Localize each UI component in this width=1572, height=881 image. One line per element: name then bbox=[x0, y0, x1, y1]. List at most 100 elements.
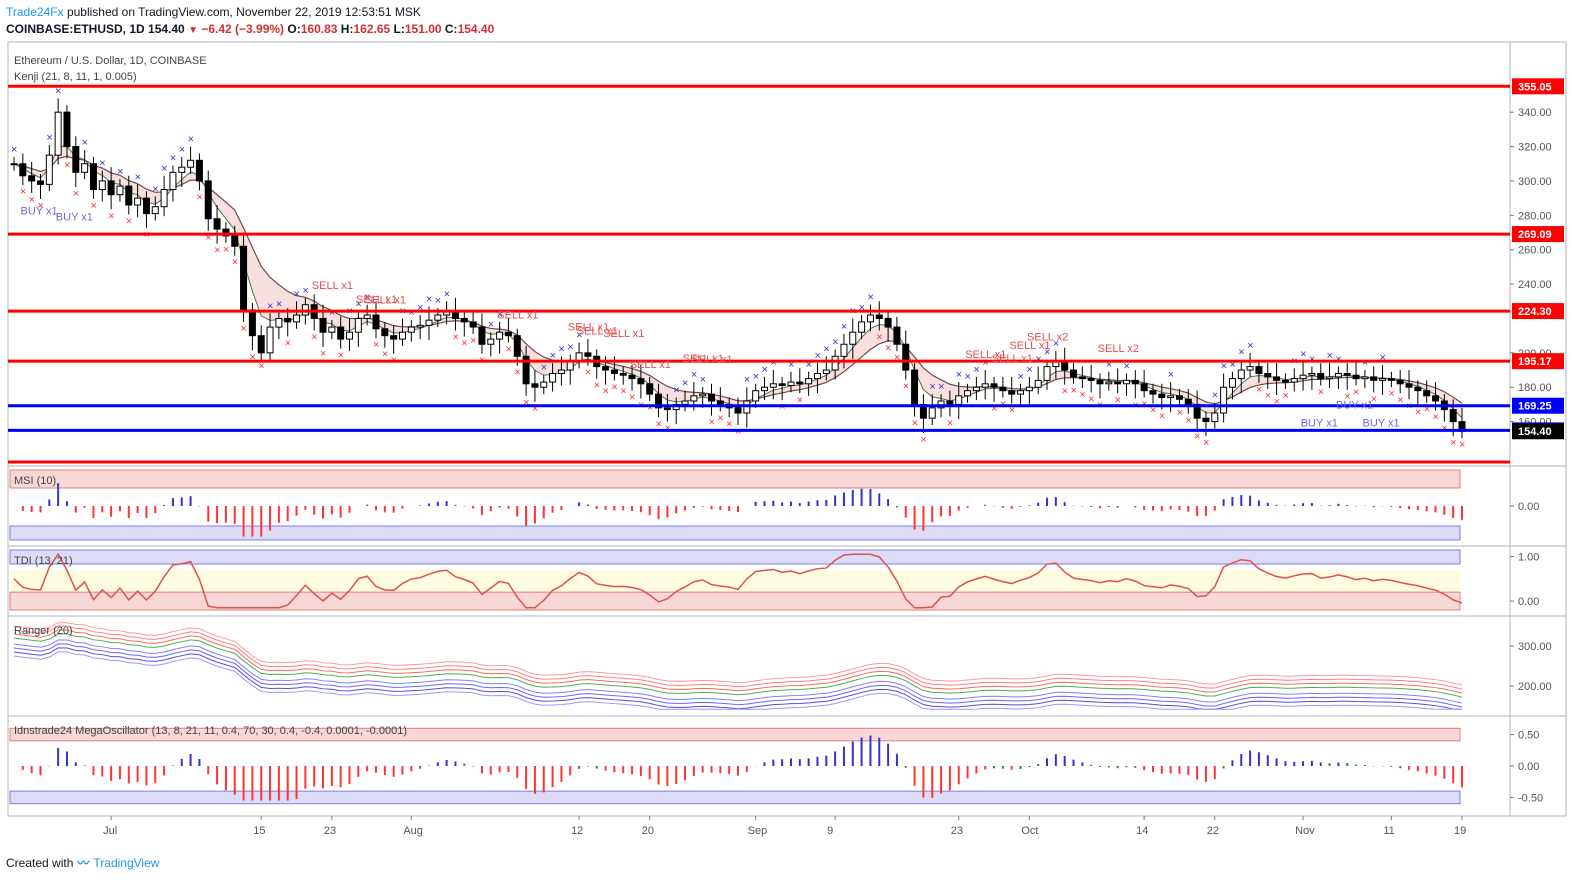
candle-body bbox=[28, 175, 36, 182]
signal-label: SELL x1 bbox=[497, 309, 538, 321]
candle-marker: × bbox=[435, 295, 441, 307]
candle-body bbox=[63, 111, 71, 148]
candle-body bbox=[142, 197, 150, 215]
candle-marker: × bbox=[311, 332, 317, 344]
candle-marker: × bbox=[823, 343, 829, 355]
time-tick-label: 23 bbox=[951, 825, 963, 837]
tradingview-logo-icon[interactable]: 〰 bbox=[77, 856, 90, 870]
candle-marker: × bbox=[1424, 404, 1430, 416]
time-tick-label: 23 bbox=[324, 825, 336, 837]
candle-body bbox=[1167, 395, 1175, 399]
level-tag bbox=[1512, 423, 1564, 440]
candle-body bbox=[602, 366, 610, 371]
candle-body bbox=[1308, 372, 1316, 376]
candle-body bbox=[1034, 379, 1042, 388]
candle-body bbox=[1078, 376, 1086, 380]
candle-marker: × bbox=[1044, 347, 1050, 359]
candle-marker: × bbox=[135, 171, 141, 183]
candle-body bbox=[1114, 381, 1122, 385]
time-tick-label: Sep bbox=[748, 825, 768, 837]
candle-marker: × bbox=[797, 394, 803, 406]
msi-oversold-zone bbox=[9, 525, 1461, 541]
candle-marker: × bbox=[1415, 406, 1421, 418]
candle-marker: × bbox=[426, 293, 432, 305]
candle-body bbox=[346, 331, 354, 340]
candle-body bbox=[407, 326, 415, 333]
candle-marker: × bbox=[859, 302, 865, 314]
candle-marker: × bbox=[267, 300, 273, 312]
last-price: 154.40 bbox=[148, 22, 185, 36]
candle-body bbox=[884, 317, 892, 328]
candle-body bbox=[1379, 378, 1387, 381]
candle-body bbox=[1255, 366, 1263, 374]
candle-marker: × bbox=[46, 132, 52, 144]
candle-body bbox=[513, 335, 521, 357]
time-tick-label: 9 bbox=[827, 825, 833, 837]
candle-body bbox=[655, 393, 663, 409]
candle-marker: × bbox=[894, 352, 900, 364]
candle-marker: × bbox=[1150, 405, 1156, 417]
candle-body bbox=[248, 309, 256, 337]
signal-label: SELL x1 bbox=[312, 280, 353, 292]
candle-body bbox=[955, 395, 963, 405]
sub-tick-label: 200.00 bbox=[1518, 681, 1552, 693]
candle-marker: × bbox=[1018, 371, 1024, 383]
candle-marker: × bbox=[1327, 350, 1333, 362]
level-label: 269.09 bbox=[1518, 229, 1552, 241]
candle-body bbox=[398, 331, 406, 340]
candle-marker: × bbox=[876, 332, 882, 344]
price-tick-label: 260.00 bbox=[1518, 245, 1552, 257]
tdi-upper-zone bbox=[9, 549, 1461, 565]
candle-body bbox=[805, 378, 813, 385]
candle-body bbox=[831, 355, 839, 371]
time-tick-label: Nov bbox=[1295, 825, 1315, 837]
candle-body bbox=[1423, 390, 1431, 397]
candle-marker: × bbox=[867, 292, 873, 304]
candle-body bbox=[1202, 417, 1210, 423]
candle-marker: × bbox=[1203, 437, 1209, 449]
level-tag bbox=[1512, 226, 1564, 243]
candle-body bbox=[98, 180, 106, 191]
candle-body bbox=[796, 381, 804, 385]
level-label: 154.40 bbox=[1518, 426, 1552, 438]
candle-body bbox=[822, 369, 830, 374]
candle-marker: × bbox=[170, 152, 176, 164]
candle-body bbox=[1237, 369, 1245, 380]
candle-marker: × bbox=[1123, 360, 1129, 372]
candle-body bbox=[1096, 379, 1104, 385]
candle-marker: × bbox=[1026, 364, 1032, 376]
candle-marker: × bbox=[788, 359, 794, 371]
signal-label: SELL x1 bbox=[356, 294, 397, 306]
candle-body bbox=[1246, 366, 1254, 371]
candle-body bbox=[1017, 390, 1025, 395]
candle-marker: × bbox=[753, 371, 759, 383]
candle-body bbox=[1352, 374, 1360, 380]
high-label: H: bbox=[340, 22, 354, 36]
msi-overbought-zone bbox=[9, 469, 1461, 489]
author-link[interactable]: Trade24Fx bbox=[6, 5, 64, 19]
candle-marker: × bbox=[585, 367, 591, 379]
candle-marker: × bbox=[1212, 390, 1218, 402]
candle-marker: × bbox=[1433, 411, 1439, 423]
candle-marker: × bbox=[249, 351, 255, 363]
sub-tick-label: 300.00 bbox=[1518, 641, 1552, 653]
candle-marker: × bbox=[673, 385, 679, 397]
level-tag bbox=[1512, 397, 1564, 414]
sub-pane-title: TDI (13, 21) bbox=[14, 555, 73, 567]
candle-marker: × bbox=[188, 134, 194, 146]
candle-body bbox=[663, 407, 671, 411]
candle-body bbox=[425, 319, 433, 326]
candle-marker: × bbox=[1344, 391, 1350, 403]
candle-marker: × bbox=[505, 344, 511, 356]
candle-marker: × bbox=[99, 158, 105, 170]
candle-marker: × bbox=[656, 418, 662, 430]
candle-body bbox=[240, 245, 248, 311]
candle-body bbox=[522, 355, 530, 385]
candle-marker: × bbox=[1238, 347, 1244, 359]
candle-body bbox=[1149, 390, 1157, 395]
tradingview-link[interactable]: TradingView bbox=[93, 855, 160, 870]
candle-body bbox=[610, 369, 618, 374]
candle-body bbox=[637, 378, 645, 385]
candle-body bbox=[716, 400, 724, 405]
